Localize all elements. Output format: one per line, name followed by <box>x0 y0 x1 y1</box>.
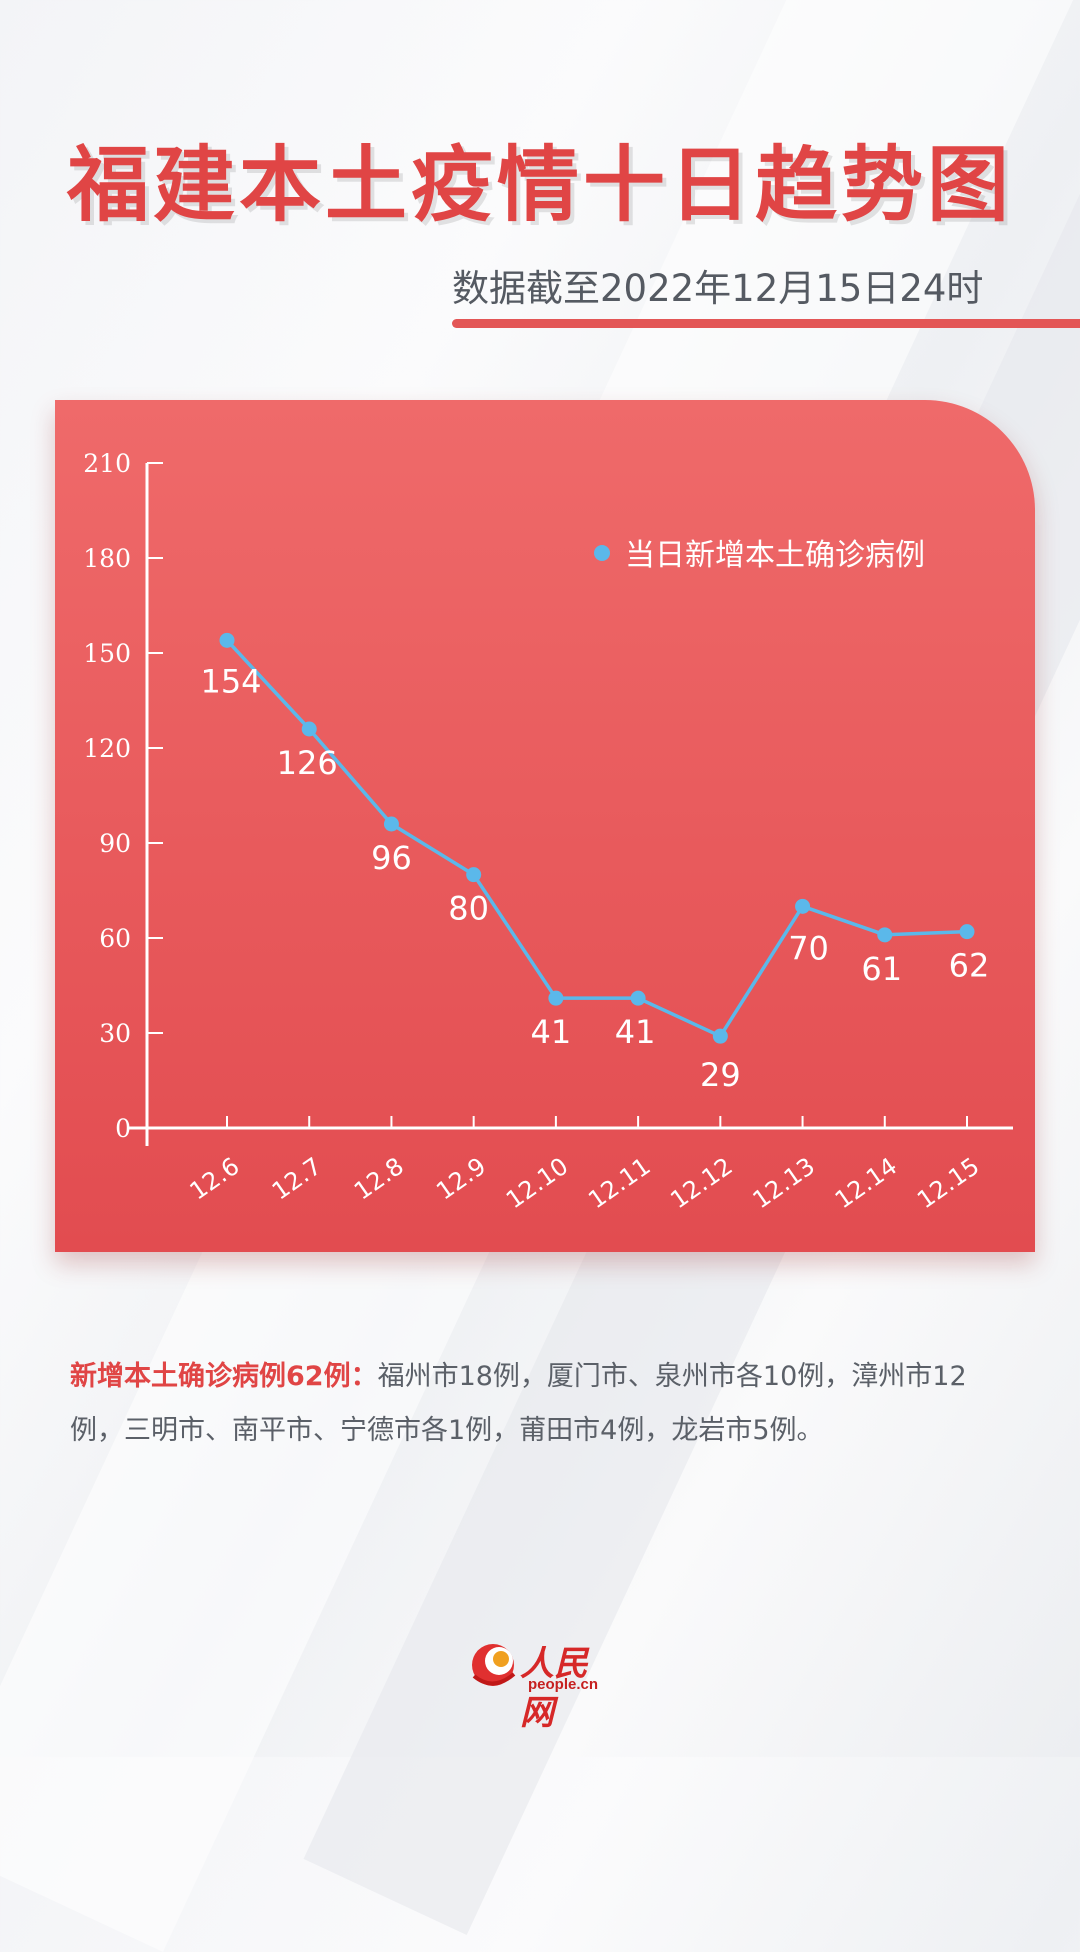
y-tick-label: 150 <box>83 639 131 668</box>
x-tick-label: 12.8 <box>349 1152 409 1206</box>
chart-card: 0 30 60 90 120 150 180 210 12.6 12.7 12.8 12.9 12.10… <box>55 400 1035 1252</box>
data-point <box>712 1028 728 1044</box>
data-point <box>548 990 564 1006</box>
y-tick-label: 0 <box>115 1114 131 1143</box>
data-label: 126 <box>277 744 338 782</box>
note-text: 福州市18例，厦门市、泉州市各10例，漳州市12例，三明市、南平市、宁德市各1例… <box>70 1361 967 1446</box>
y-tick-label: 90 <box>99 829 131 858</box>
data-label: 154 <box>200 662 261 700</box>
data-point <box>959 924 975 940</box>
x-tick-label: 12.10 <box>501 1152 573 1214</box>
line-chart: 0 30 60 90 120 150 180 210 12.6 12.7 12.8 12.9 12.10… <box>83 449 1013 1214</box>
data-point <box>301 721 317 737</box>
x-tick-label: 12.6 <box>185 1152 245 1206</box>
data-point <box>795 898 811 914</box>
data-label: 96 <box>371 839 412 877</box>
x-tick-label: 12.14 <box>830 1152 902 1214</box>
data-label: 80 <box>448 890 489 928</box>
subtitle-underline <box>452 319 1080 328</box>
data-label: 62 <box>949 947 990 985</box>
x-tick-label: 12.15 <box>912 1152 984 1214</box>
data-cutoff-subtitle: 数据截至2022年12月15日24时 <box>452 267 984 310</box>
x-tick-label: 12.11 <box>583 1152 655 1214</box>
legend-marker <box>594 545 610 561</box>
people-cn-logo: 人民网 people.cn <box>466 1636 616 1733</box>
data-label: 61 <box>861 950 902 988</box>
legend-label: 当日新增本土确诊病例 <box>625 538 925 573</box>
data-point <box>219 632 235 648</box>
data-label: 41 <box>615 1013 656 1051</box>
data-point <box>383 816 399 832</box>
data-point <box>877 927 893 943</box>
y-tick-label: 210 <box>83 449 131 478</box>
data-label: 29 <box>700 1056 741 1094</box>
note-label: 新增本土确诊病例62例： <box>70 1361 378 1392</box>
data-label: 41 <box>531 1013 572 1051</box>
x-tick-label: 12.13 <box>748 1152 820 1214</box>
logo-wordmark: 人民网 <box>520 1644 588 1733</box>
y-tick-label: 180 <box>83 544 131 573</box>
data-label: 70 <box>788 929 829 967</box>
y-tick-label: 60 <box>99 924 131 953</box>
x-tick-label: 12.9 <box>431 1152 491 1206</box>
x-tick-label: 12.12 <box>665 1152 737 1214</box>
people-logo-icon <box>472 1644 516 1686</box>
series-line <box>225 639 968 1038</box>
y-tick-label: 120 <box>83 734 131 763</box>
logo-domain: people.cn <box>528 1676 599 1693</box>
case-breakdown-note: 新增本土确诊病例62例：福州市18例，厦门市、泉州市各10例，漳州市12例，三明… <box>70 1350 1010 1458</box>
page-title: 福建本土疫情十日趋势图 <box>66 138 1013 233</box>
data-point <box>630 990 646 1006</box>
x-tick-label: 12.7 <box>267 1152 327 1206</box>
data-point <box>466 867 482 883</box>
y-tick-label: 30 <box>99 1019 131 1048</box>
